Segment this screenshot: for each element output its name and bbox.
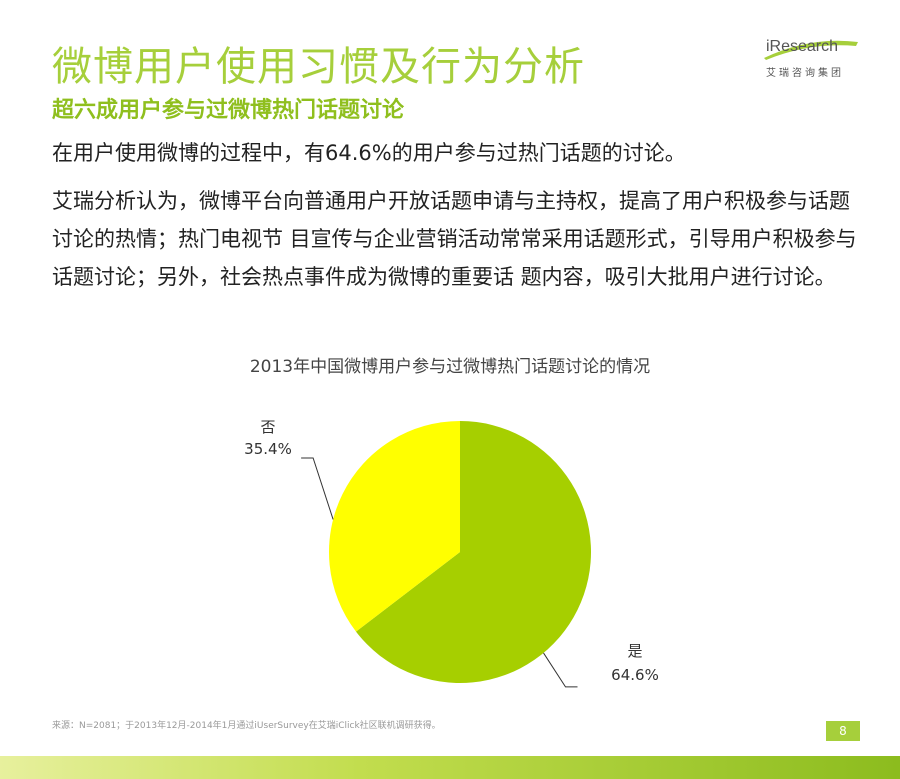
pie-leader-line xyxy=(543,652,578,688)
logo-brand-text: iResearch xyxy=(766,38,839,55)
pie-value-label: 35.4% xyxy=(244,440,292,458)
pie-label: 否 xyxy=(260,418,275,436)
bottom-decorative-band xyxy=(0,756,900,779)
pie-value-label: 64.6% xyxy=(611,666,659,684)
pie-label: 是 xyxy=(627,642,642,660)
chart-title: 2013年中国微博用户参与过微博热门话题讨论的情况 xyxy=(249,357,651,377)
page-title: 微博用户使用习惯及行为分析 xyxy=(52,44,585,90)
body-paragraph-1: 在用户使用微博的过程中，有64.6%的用户参与过热门话题的讨论。 xyxy=(52,141,686,165)
body-paragraph-2: 艾瑞分析认为，微博平台向普通用户开放话题申请与主持权，提高了用户积极参与话题讨论… xyxy=(52,189,857,289)
logo-swoosh-icon xyxy=(764,40,858,60)
iresearch-logo: iResearch 艾瑞咨询集团 xyxy=(758,38,868,84)
source-note: 来源：N=2081；于2013年12月-2014年1月通过iUserSurvey… xyxy=(52,721,441,731)
pie-leader-line xyxy=(301,457,334,520)
page-subtitle: 超六成用户参与过微博热门话题讨论 xyxy=(52,98,405,123)
logo-brand-cn: 艾瑞咨询集团 xyxy=(766,68,844,79)
page-number: 8 xyxy=(826,721,860,741)
pie-slice-yes xyxy=(355,421,591,684)
pie-slice-no xyxy=(329,421,460,632)
